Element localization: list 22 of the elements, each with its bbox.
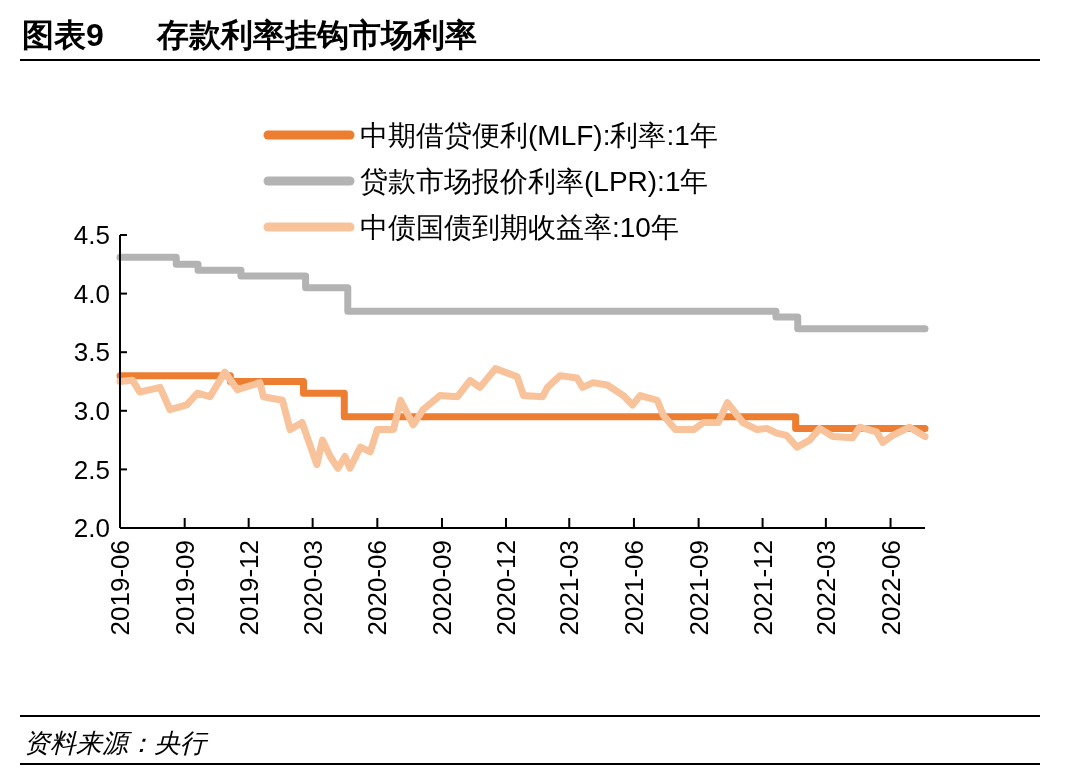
x-tick-label: 2020-03 <box>297 540 328 636</box>
legend-label: 贷款市场报价利率(LPR):1年 <box>360 165 709 197</box>
x-tick-label: 2019-09 <box>169 540 200 636</box>
y-tick-label: 3.0 <box>73 395 110 426</box>
x-tick-label: 2020-09 <box>427 540 458 636</box>
legend-label: 中期借贷便利(MLF):利率:1年 <box>360 119 718 151</box>
y-tick-label: 4.5 <box>73 220 110 251</box>
x-tick-label: 2022-06 <box>875 540 906 636</box>
x-tick-label: 2020-12 <box>491 540 522 636</box>
x-tick-label: 2019-12 <box>233 540 264 636</box>
x-tick-label: 2020-06 <box>362 540 393 636</box>
x-tick-label: 2021-12 <box>747 540 778 636</box>
x-tick-label: 2022-03 <box>810 540 841 636</box>
y-tick-label: 3.5 <box>73 337 110 368</box>
x-tick-label: 2021-06 <box>619 540 650 636</box>
legend-label: 中债国债到期收益率:10年 <box>360 211 679 243</box>
y-tick-label: 4.0 <box>73 278 110 309</box>
text: 资料来源：央行 <box>24 728 209 758</box>
x-tick-label: 2021-09 <box>683 540 714 636</box>
x-tick-label: 2021-03 <box>554 540 585 636</box>
chart-title: 图表9 存款利率挂钩市场利率 <box>22 17 478 53</box>
y-tick-label: 2.5 <box>73 454 110 485</box>
